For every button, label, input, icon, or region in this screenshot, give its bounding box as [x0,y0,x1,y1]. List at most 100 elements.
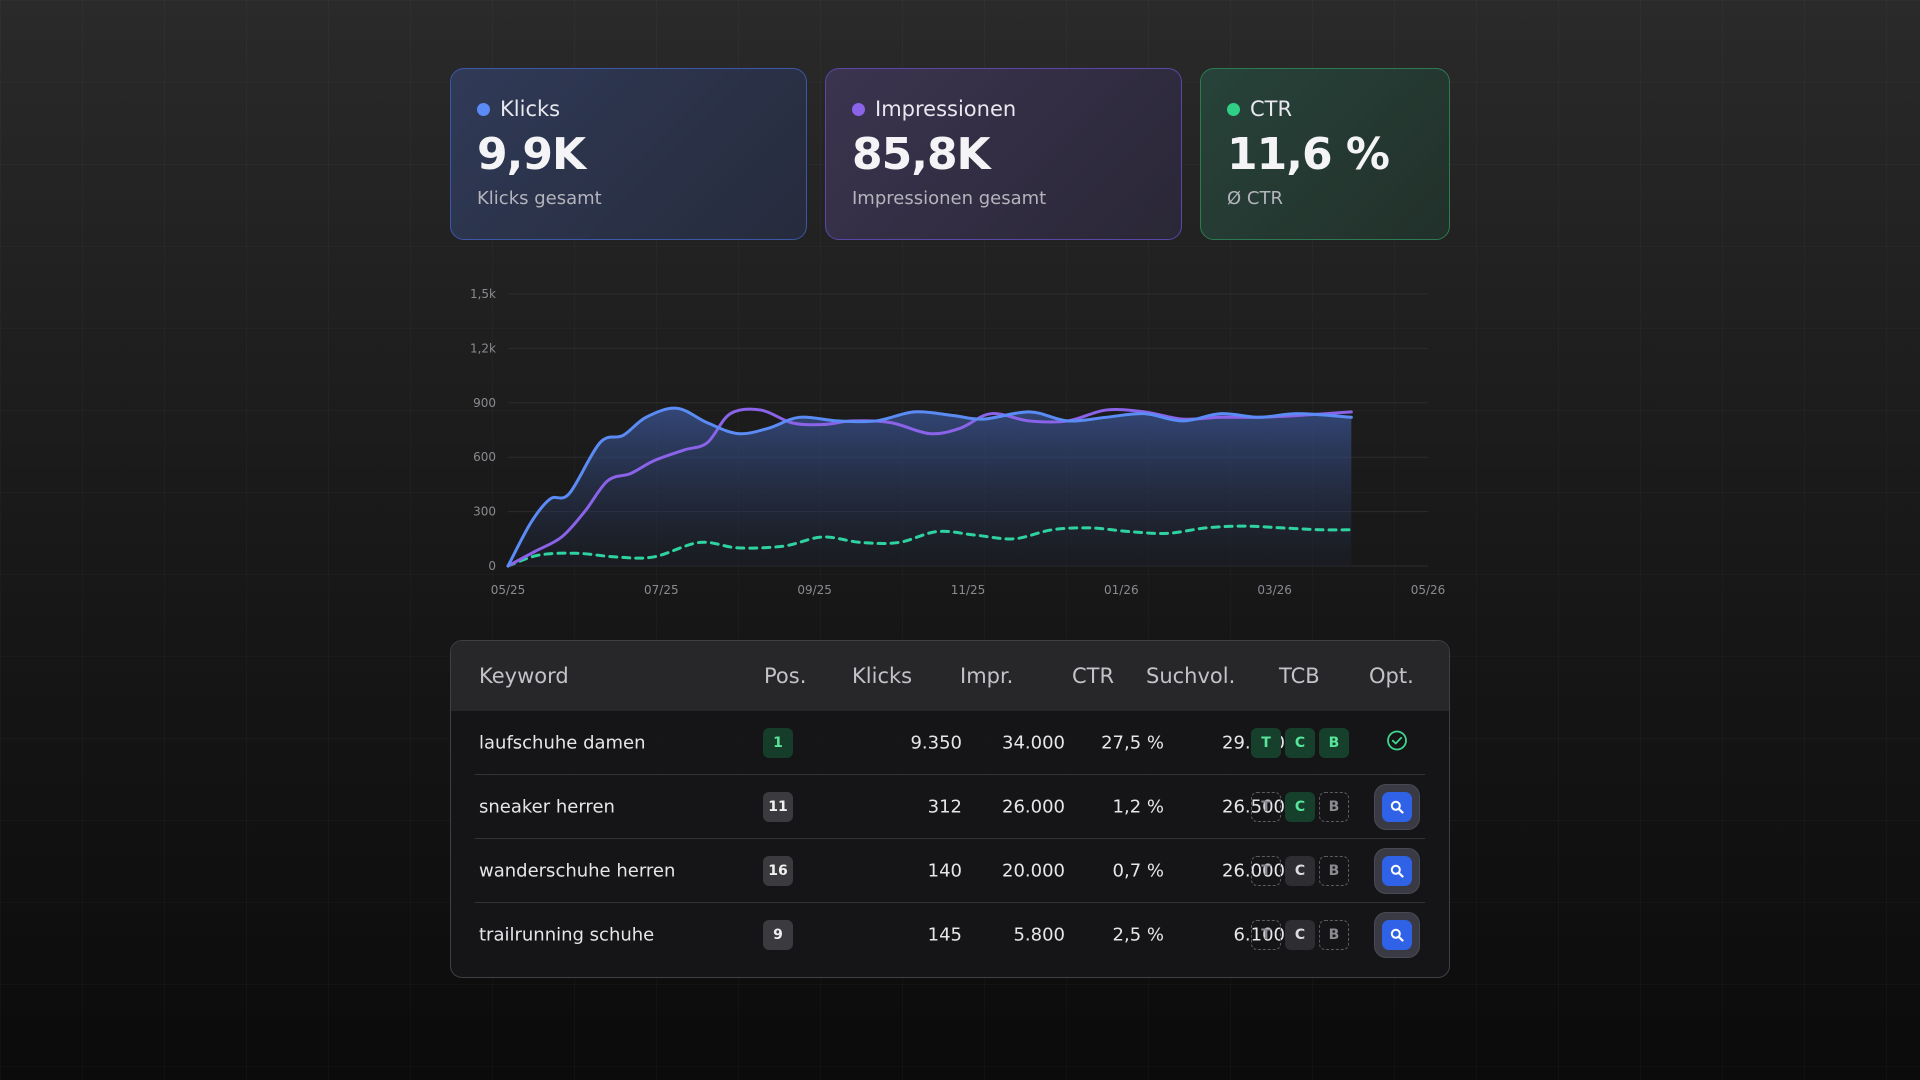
impressionen-card: Impressionen 85,8K Impressionen gesamt [825,68,1182,240]
x-tick-label: 01/26 [1104,583,1139,597]
x-tick-label: 05/26 [1411,583,1446,597]
tcb-b-badge: B [1319,919,1349,950]
x-tick-label: 11/25 [951,583,986,597]
keyword-cell: laufschuhe damen [479,732,646,753]
keyword-table: Keyword Pos. Klicks Impr. CTR Suchvol. T… [450,640,1450,978]
klicks-card-value: 9,9K [477,129,586,180]
header-opt[interactable]: Opt. [1369,664,1414,688]
search-button[interactable] [1375,784,1419,829]
x-tick-label: 05/25 [491,583,526,597]
search-icon [1390,864,1404,878]
check-icon [1386,730,1408,756]
keyword-cell: sneaker herren [479,796,615,817]
impressionen-card-subtitle: Impressionen gesamt [852,188,1047,209]
tcb-t-badge: T [1251,791,1281,822]
tcb-c-badge: C [1285,919,1315,950]
table-row: sneaker herren 11 312 26.000 1,2 % 26.500 T C B [475,775,1425,839]
ctr-card-value: 11,6 % [1227,129,1390,180]
y-tick-label: 0 [488,559,496,573]
klicks-series-line [506,406,1353,568]
ctr-cell: 2,5 % [1112,924,1164,945]
table-row: wanderschuhe herren 16 140 20.000 0,7 % 26.00… [475,839,1425,903]
header-klicks[interactable]: Klicks [852,664,913,688]
position-value: 1 [763,727,793,758]
ctr-cell: 1,2 % [1112,796,1164,817]
klicks-cell: 145 [927,924,962,945]
opt-cell [1375,848,1419,893]
header-keyword[interactable]: Keyword [479,664,569,688]
position-badge: 9 [763,919,793,950]
klicks-card: Klicks 9,9K Klicks gesamt [450,68,807,240]
impr-cell: 26.000 [1002,796,1065,817]
header-ctr[interactable]: CTR [1072,664,1115,688]
header-impr[interactable]: Impr. [960,664,1014,688]
ctr-card-title: CTR [1250,97,1293,121]
ctr-cell: 0,7 % [1112,860,1164,881]
tcb-b-badge: B [1319,727,1349,758]
opt-cell [1375,912,1419,957]
search-button[interactable] [1375,912,1419,957]
x-tick-label: 07/25 [644,583,679,597]
tcb-t-badge: T [1251,855,1281,886]
klicks-dot-icon [477,102,490,116]
y-tick-label: 600 [473,450,496,464]
x-tick-label: 03/26 [1257,583,1292,597]
ctr-series-line [506,524,1353,568]
klicks-card-subtitle: Klicks gesamt [477,188,602,209]
impr-cell: 34.000 [1002,732,1065,753]
ctr-card: CTR 11,6 % Ø CTR [1200,68,1450,240]
search-icon [1390,800,1404,814]
ctr-card-subtitle: Ø CTR [1227,188,1283,209]
tcb-t-badge: T [1251,727,1281,758]
klicks-cell: 9.350 [910,732,962,753]
tcb-b-badge: B [1319,791,1349,822]
klicks-card-title: Klicks [500,97,561,121]
header-tcb[interactable]: TCB [1279,664,1320,688]
table-row: trailrunning schuhe 9 145 5.800 2,5 % 6.100 T C… [475,903,1425,966]
klicks-area-fill [508,408,1352,566]
position-value: 11 [763,791,793,822]
keyword-cell: wanderschuhe herren [479,860,676,881]
tcb-b-badge: B [1319,855,1349,886]
impressionen-dot-icon [852,102,865,116]
position-value: 9 [763,919,793,950]
suchvol-cell: 6.100 [1233,924,1285,945]
impressionen-card-title: Impressionen [875,97,1017,121]
y-tick-label: 1,2k [470,341,496,355]
search-button[interactable] [1375,848,1419,893]
position-badge: 11 [763,791,793,822]
opt-cell [1375,784,1419,829]
opt-cell [1386,729,1408,756]
suchvol-cell: 26.500 [1222,796,1285,817]
tcb-c-badge: C [1285,791,1315,822]
table-header: Keyword Pos. Klicks Impr. CTR Suchvol. T… [451,641,1449,711]
tcb-t-badge: T [1251,919,1281,950]
y-tick-label: 900 [473,396,496,410]
keyword-cell: trailrunning schuhe [479,924,655,945]
ctr-dot-icon [1227,102,1240,116]
klicks-cell: 312 [927,796,962,817]
y-tick-label: 300 [473,505,496,519]
position-value: 16 [763,855,793,886]
header-pos[interactable]: Pos. [764,664,807,688]
position-badge: 1 [763,727,793,758]
impr-cell: 5.800 [1013,924,1065,945]
impr-cell: 20.000 [1002,860,1065,881]
ctr-cell: 27,5 % [1101,732,1164,753]
header-suchvol[interactable]: Suchvol. [1146,664,1236,688]
tcb-c-badge: C [1285,727,1315,758]
y-tick-label: 1,5k [470,287,496,301]
tcb-c-badge: C [1285,855,1315,886]
position-badge: 16 [763,855,793,886]
performance-line-chart: 0 300 600 900 1,2k 1,5k 05/25 07/25 09/25 11/25 01… [470,287,1446,597]
search-icon [1390,928,1404,942]
suchvol-cell: 26.000 [1222,860,1285,881]
x-tick-label: 09/25 [797,583,832,597]
klicks-cell: 140 [927,860,962,881]
